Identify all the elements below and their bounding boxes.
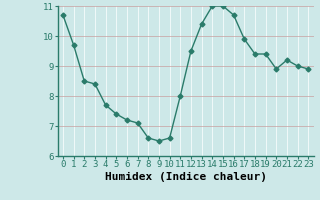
X-axis label: Humidex (Indice chaleur): Humidex (Indice chaleur) xyxy=(105,172,267,182)
